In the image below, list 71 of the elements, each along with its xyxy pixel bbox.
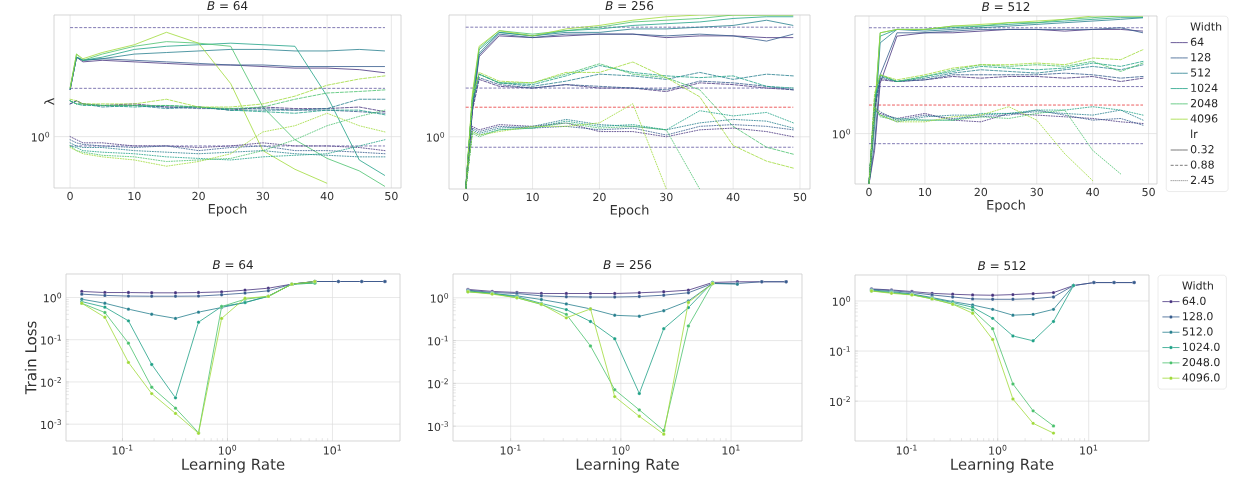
x-tick-label: 10$^{-1}$	[896, 444, 917, 455]
x-tick-label: 10$^{0}$	[612, 444, 630, 455]
y-tick-label: 10$^{0}$	[430, 292, 449, 303]
x-tick-label: 40	[320, 191, 334, 201]
legend-label: 2048	[1190, 98, 1218, 108]
y-tick-label: 10$^{-1}$	[830, 346, 850, 356]
text: 2.45	[1190, 175, 1214, 185]
x-tick-label: 20	[192, 191, 205, 201]
legend-title: Width	[1182, 281, 1213, 290]
x-tick-label: 10$^{0}$	[989, 444, 1007, 455]
y-tick-label: 10$^{-2}$	[41, 377, 61, 387]
x-tick-label: 50	[385, 191, 398, 201]
x-tick-label: 0	[67, 191, 73, 201]
chart-title: B = 512	[981, 2, 1030, 12]
text: lr	[1191, 129, 1198, 138]
x-axis-title: Epoch	[987, 199, 1025, 213]
x-tick-label: 10$^{-1}$	[500, 444, 521, 455]
x-tick-label: 30	[1030, 187, 1044, 197]
x-tick-label: 10$^{0}$	[218, 444, 237, 455]
legend-label: 4096.0	[1182, 373, 1220, 382]
legend-label: 1024	[1191, 83, 1218, 92]
y-tick-label: 10$^{-3}$	[41, 419, 62, 430]
y-tick-label: 10$^{0}$	[43, 292, 62, 303]
legend-label: 64	[1190, 37, 1204, 47]
legend-label: 512	[1190, 68, 1211, 77]
x-tick-label: 30	[660, 192, 673, 202]
y-axis-title: λ	[44, 98, 55, 105]
x-tick-label: 0	[866, 187, 872, 197]
chart-title: B = 64	[212, 260, 253, 270]
x-tick-label: 20	[593, 192, 606, 202]
y-tick-label: 10$^{-2}$	[830, 396, 850, 407]
x-tick-label: 10$^{1}$	[722, 444, 740, 455]
x-axis-title: Learning Rate	[182, 458, 285, 473]
x-tick-label: 10	[919, 187, 932, 197]
x-tick-label: 10$^{1}$	[1080, 444, 1098, 455]
x-tick-label: 50	[793, 192, 807, 202]
x-tick-label: 10	[526, 192, 539, 202]
y-tick-label: 10$^{-1}$	[41, 334, 61, 345]
chart-title: B = 256	[605, 1, 654, 11]
legend-label: 128.0	[1183, 312, 1213, 321]
x-tick-label: 50	[1142, 187, 1155, 197]
legend-label: 128	[1191, 53, 1211, 62]
x-tick-label: 10	[128, 191, 141, 201]
y-tick-label: 10$^{-2}$	[428, 378, 448, 389]
chart-title: B = 512	[977, 261, 1026, 271]
chart-title: B = 64	[207, 1, 248, 11]
x-axis-title: Epoch	[208, 203, 247, 217]
legend-title: Width	[1190, 22, 1222, 31]
x-axis-title: Epoch	[610, 204, 649, 218]
legend-label: 1024.0	[1183, 342, 1220, 351]
text: 0.32	[1190, 145, 1214, 154]
x-tick-label: 0	[462, 192, 469, 202]
y-axis-title: Train Loss	[24, 321, 37, 395]
x-axis-title: Learning Rate	[951, 458, 1054, 473]
x-tick-label: 40	[726, 192, 740, 202]
legend-label: 4096	[1190, 114, 1218, 123]
x-axis-title: Learning Rate	[576, 458, 679, 473]
y-tick-label: 10$^{-1}$	[428, 335, 448, 346]
legend-label: 512.0	[1182, 327, 1213, 336]
x-tick-label: 40	[1086, 187, 1099, 197]
text: 0.88	[1190, 160, 1214, 169]
x-tick-label: 10$^{1}$	[323, 444, 341, 455]
y-tick-label: 10$^{-3}$	[428, 421, 449, 432]
legend-label: 2048.0	[1182, 357, 1220, 367]
y-tick-label: 10$^{0}$	[832, 296, 851, 306]
x-tick-label: 30	[256, 191, 270, 201]
legend-label: 64.0	[1182, 296, 1206, 306]
x-tick-label: 20	[974, 187, 988, 197]
chart-title: B = 256	[603, 260, 652, 270]
ref-line-label: 10$^{0}$	[31, 131, 50, 142]
x-tick-label: 10$^{-1}$	[112, 444, 133, 455]
